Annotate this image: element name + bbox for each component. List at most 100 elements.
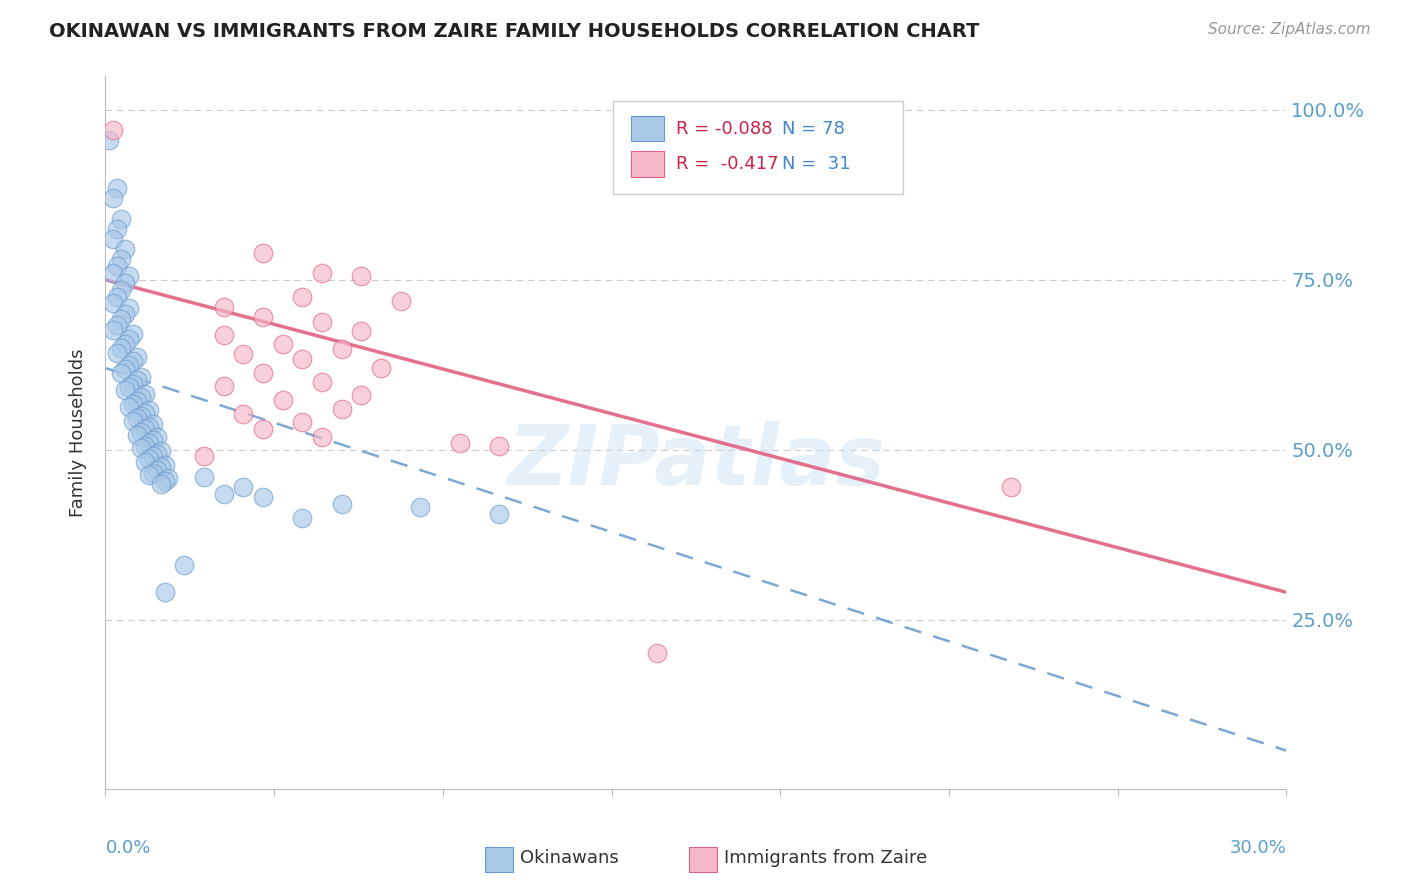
Point — [149, 444, 172, 458]
Text: R =  -0.417: R = -0.417 — [676, 155, 779, 173]
Point — [291, 290, 314, 304]
Point — [212, 487, 235, 501]
Point — [252, 310, 274, 324]
Text: 0.0%: 0.0% — [105, 839, 150, 857]
Point — [488, 439, 510, 453]
Point — [311, 315, 333, 329]
Point — [114, 242, 136, 256]
Point — [125, 373, 148, 387]
Point — [330, 401, 353, 416]
Point — [122, 414, 145, 428]
Point — [110, 252, 132, 267]
Point — [105, 259, 128, 273]
Point — [330, 497, 353, 511]
Point — [125, 427, 148, 442]
Point — [105, 181, 128, 195]
Text: Source: ZipAtlas.com: Source: ZipAtlas.com — [1208, 22, 1371, 37]
Point — [252, 490, 274, 504]
Point — [110, 312, 132, 326]
Point — [118, 301, 141, 316]
Point — [129, 442, 152, 456]
Point — [145, 447, 167, 461]
Point — [118, 269, 141, 284]
Point — [311, 430, 333, 444]
Point — [291, 416, 314, 430]
Point — [114, 276, 136, 290]
Point — [125, 411, 148, 425]
Point — [125, 350, 148, 364]
Point — [103, 296, 125, 310]
Point — [157, 471, 180, 485]
Point — [212, 379, 235, 393]
Point — [110, 211, 132, 226]
Point — [232, 407, 254, 421]
Point — [118, 380, 141, 394]
Text: N =  31: N = 31 — [782, 155, 851, 173]
Point — [138, 403, 160, 417]
Point — [105, 221, 128, 235]
Point — [125, 393, 148, 408]
Point — [291, 352, 314, 367]
Point — [153, 458, 176, 472]
Point — [153, 585, 176, 599]
Text: N = 78: N = 78 — [782, 120, 845, 137]
Text: ZIPatlas: ZIPatlas — [508, 421, 884, 501]
Point — [291, 510, 314, 524]
Point — [153, 474, 176, 488]
Point — [252, 422, 274, 436]
Point — [193, 470, 215, 484]
Point — [129, 425, 152, 439]
Point — [350, 324, 373, 338]
Point — [134, 422, 156, 436]
Point — [311, 375, 333, 389]
Text: R = -0.088: R = -0.088 — [676, 120, 772, 137]
Point — [145, 463, 167, 477]
Point — [389, 294, 412, 309]
Point — [145, 430, 167, 444]
Point — [252, 245, 274, 260]
Text: Okinawans: Okinawans — [520, 849, 619, 867]
Point — [149, 460, 172, 475]
Text: 30.0%: 30.0% — [1230, 839, 1286, 857]
Point — [232, 347, 254, 361]
Point — [449, 435, 471, 450]
Bar — [631, 116, 664, 142]
Point — [122, 376, 145, 391]
Point — [110, 283, 132, 297]
Bar — [631, 152, 664, 178]
Point — [232, 480, 254, 494]
Point — [252, 366, 274, 380]
Point — [105, 318, 128, 332]
Point — [212, 300, 235, 314]
Point — [98, 133, 121, 147]
Point — [129, 390, 152, 404]
Point — [114, 307, 136, 321]
Point — [103, 123, 125, 137]
Point — [105, 346, 128, 360]
Point — [114, 384, 136, 398]
Point — [488, 507, 510, 521]
Point — [129, 409, 152, 423]
Point — [103, 191, 125, 205]
Point — [311, 266, 333, 280]
Point — [122, 354, 145, 368]
Point — [138, 452, 160, 467]
Point — [134, 438, 156, 452]
Point — [138, 468, 160, 483]
Point — [110, 367, 132, 381]
Point — [142, 450, 165, 464]
Point — [134, 455, 156, 469]
FancyBboxPatch shape — [613, 101, 903, 194]
Point — [114, 336, 136, 351]
Point — [114, 362, 136, 376]
Point — [350, 388, 373, 402]
Point — [1000, 480, 1022, 494]
Point — [330, 342, 353, 356]
Point — [129, 370, 152, 384]
Point — [142, 466, 165, 480]
Point — [212, 328, 235, 343]
Point — [173, 558, 195, 573]
Point — [370, 361, 392, 376]
Point — [122, 397, 145, 411]
Point — [350, 269, 373, 284]
